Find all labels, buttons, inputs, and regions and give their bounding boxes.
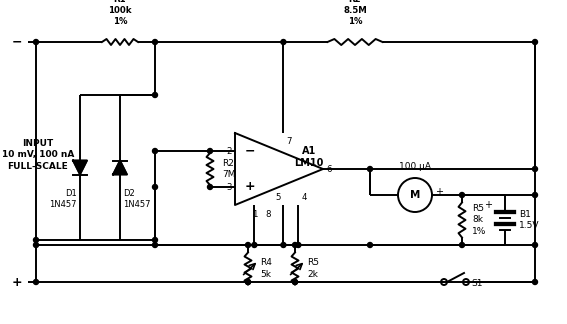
Circle shape	[153, 148, 158, 154]
Text: S1: S1	[471, 279, 483, 287]
Text: 2: 2	[226, 146, 232, 156]
Circle shape	[153, 92, 158, 98]
Text: R5
8k
1%: R5 8k 1%	[472, 204, 486, 236]
Text: R2
7M: R2 7M	[222, 159, 235, 179]
Text: B1
1.5V: B1 1.5V	[519, 210, 539, 230]
Circle shape	[33, 280, 39, 284]
Circle shape	[459, 192, 464, 198]
Text: +: +	[484, 200, 492, 210]
Circle shape	[153, 40, 158, 44]
Circle shape	[281, 40, 286, 44]
Text: −: −	[11, 36, 22, 49]
Text: 100 μA: 100 μA	[399, 162, 431, 171]
Circle shape	[246, 280, 251, 284]
Text: +: +	[245, 180, 256, 193]
Circle shape	[293, 280, 298, 284]
Text: 4: 4	[301, 192, 307, 202]
Circle shape	[252, 242, 257, 248]
Text: 8: 8	[266, 210, 271, 219]
Text: 7: 7	[286, 136, 292, 145]
Circle shape	[153, 184, 158, 190]
Circle shape	[281, 242, 286, 248]
Text: 3: 3	[226, 182, 232, 191]
Text: 5: 5	[275, 192, 281, 202]
Text: INPUT
10 mV, 100 nA
FULL-SCALE: INPUT 10 mV, 100 nA FULL-SCALE	[2, 139, 74, 171]
Circle shape	[296, 242, 301, 248]
Text: +: +	[435, 187, 443, 197]
Circle shape	[532, 40, 538, 44]
Circle shape	[293, 242, 298, 248]
Circle shape	[367, 167, 373, 171]
Circle shape	[459, 242, 464, 248]
Circle shape	[208, 148, 213, 154]
Circle shape	[153, 237, 158, 242]
Text: −: −	[245, 145, 256, 157]
Circle shape	[246, 280, 251, 284]
Polygon shape	[113, 160, 127, 175]
Circle shape	[153, 242, 158, 248]
Text: +: +	[11, 275, 22, 288]
Circle shape	[532, 192, 538, 198]
Circle shape	[367, 242, 373, 248]
Text: R2
8.5M
1%: R2 8.5M 1%	[343, 0, 367, 26]
Circle shape	[293, 280, 298, 284]
Text: D1
1N457: D1 1N457	[49, 190, 77, 209]
Text: R1
100k
1%: R1 100k 1%	[108, 0, 132, 26]
Text: 6: 6	[326, 165, 332, 173]
Circle shape	[532, 280, 538, 284]
Text: R4
5k: R4 5k	[260, 259, 272, 279]
Polygon shape	[73, 160, 87, 175]
Circle shape	[208, 184, 213, 190]
Circle shape	[246, 242, 251, 248]
Text: A1
LM10: A1 LM10	[294, 146, 324, 168]
Circle shape	[532, 242, 538, 248]
Circle shape	[532, 167, 538, 171]
Circle shape	[33, 242, 39, 248]
Text: R5
2k: R5 2k	[307, 259, 319, 279]
Circle shape	[33, 237, 39, 242]
Text: 1: 1	[252, 210, 257, 219]
Circle shape	[33, 40, 39, 44]
Text: M: M	[410, 190, 420, 200]
Text: D2
1N457: D2 1N457	[123, 190, 150, 209]
